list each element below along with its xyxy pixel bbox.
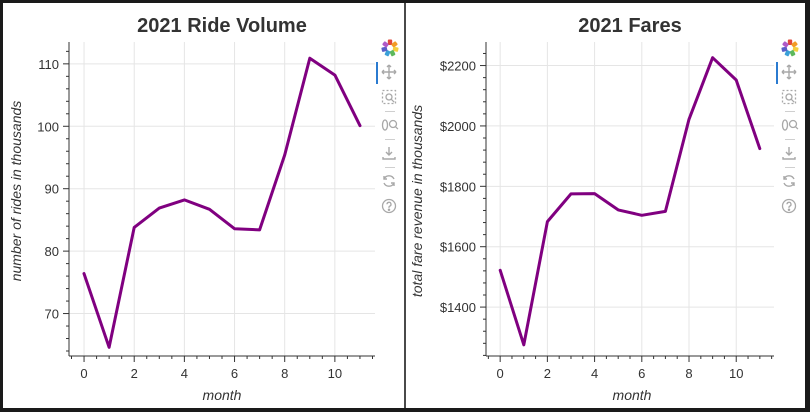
- axes: [63, 42, 375, 362]
- x-tick-label: 6: [231, 366, 238, 381]
- y-tick-label: 70: [45, 307, 59, 322]
- save-icon[interactable]: [781, 145, 799, 163]
- y-tick-label: 100: [37, 119, 59, 134]
- y-tick-label: $1400: [440, 300, 476, 315]
- y-axis-label: total fare revenue in thousands: [409, 105, 425, 297]
- ride-volume-chart: 2021 Ride Volume 0 2 4 6 8 10 70 80 90 100 110 mon…: [8, 15, 375, 403]
- tick-labels: 0 2 4 6 8 10 70 80 90 100 110: [37, 57, 342, 381]
- y-tick-label: 110: [38, 57, 59, 72]
- wheel-zoom-icon[interactable]: [781, 117, 799, 135]
- y-tick-label: 80: [45, 244, 59, 259]
- x-tick-label: 6: [638, 366, 645, 381]
- help-icon[interactable]: [781, 198, 799, 216]
- x-tick-label: 4: [591, 366, 598, 381]
- chart-title: 2021 Fares: [578, 15, 681, 37]
- y-tick-label: $2000: [440, 119, 476, 134]
- panel-divider: [404, 3, 406, 408]
- toolbar-separator: [385, 139, 395, 140]
- x-tick-label: 0: [497, 366, 504, 381]
- chart-toolbar: [776, 39, 801, 223]
- reset-icon[interactable]: [781, 173, 799, 191]
- save-icon[interactable]: [381, 145, 399, 163]
- x-tick-label: 2: [131, 366, 138, 381]
- x-tick-label: 10: [729, 366, 743, 381]
- toolbar-separator: [385, 111, 395, 112]
- grid: [69, 42, 375, 356]
- help-icon[interactable]: [381, 198, 399, 216]
- ride-volume-panel: 2021 Ride Volume 0 2 4 6 8 10 70 80 90 100 110 mon…: [3, 3, 403, 408]
- fares-chart: 2021 Fares 0 2 4 6 8 10 $1400 $1600 $1800 $2000 $2…: [409, 15, 774, 403]
- chart-toolbar: [376, 39, 401, 223]
- box-zoom-icon[interactable]: [381, 89, 399, 107]
- bokeh-logo-icon: [381, 39, 399, 57]
- reset-icon[interactable]: [381, 173, 399, 191]
- grid: [486, 42, 774, 356]
- chart-title: 2021 Ride Volume: [137, 15, 307, 37]
- wheel-zoom-icon[interactable]: [381, 117, 399, 135]
- y-axis-label: number of rides in thousands: [8, 101, 24, 282]
- toolbar-separator: [785, 139, 795, 140]
- axes: [480, 42, 774, 362]
- x-axis-label: month: [613, 387, 652, 403]
- box-zoom-icon[interactable]: [781, 89, 799, 107]
- pan-icon[interactable]: [776, 62, 799, 84]
- pan-icon[interactable]: [376, 62, 399, 84]
- y-tick-label: $1800: [440, 179, 476, 194]
- series-line: [498, 56, 762, 347]
- x-tick-label: 8: [685, 366, 692, 381]
- y-tick-label: 90: [45, 182, 59, 197]
- y-tick-label: $1600: [440, 240, 476, 255]
- toolbar-separator: [785, 111, 795, 112]
- x-tick-label: 0: [80, 366, 87, 381]
- x-axis-label: month: [203, 387, 242, 403]
- bokeh-logo-icon: [781, 39, 799, 57]
- toolbar-separator: [785, 167, 795, 168]
- tick-labels: 0 2 4 6 8 10 $1400 $1600 $1800 $2000 $2200: [440, 59, 744, 381]
- y-tick-label: $2200: [440, 59, 476, 74]
- x-tick-label: 2: [544, 366, 551, 381]
- x-tick-label: 4: [181, 366, 188, 381]
- toolbar-separator: [385, 167, 395, 168]
- fares-panel: 2021 Fares 0 2 4 6 8 10 $1400 $1600 $1800 $2000 $2…: [406, 3, 806, 408]
- x-tick-label: 8: [281, 366, 288, 381]
- series-line: [82, 56, 362, 349]
- x-tick-label: 10: [328, 366, 342, 381]
